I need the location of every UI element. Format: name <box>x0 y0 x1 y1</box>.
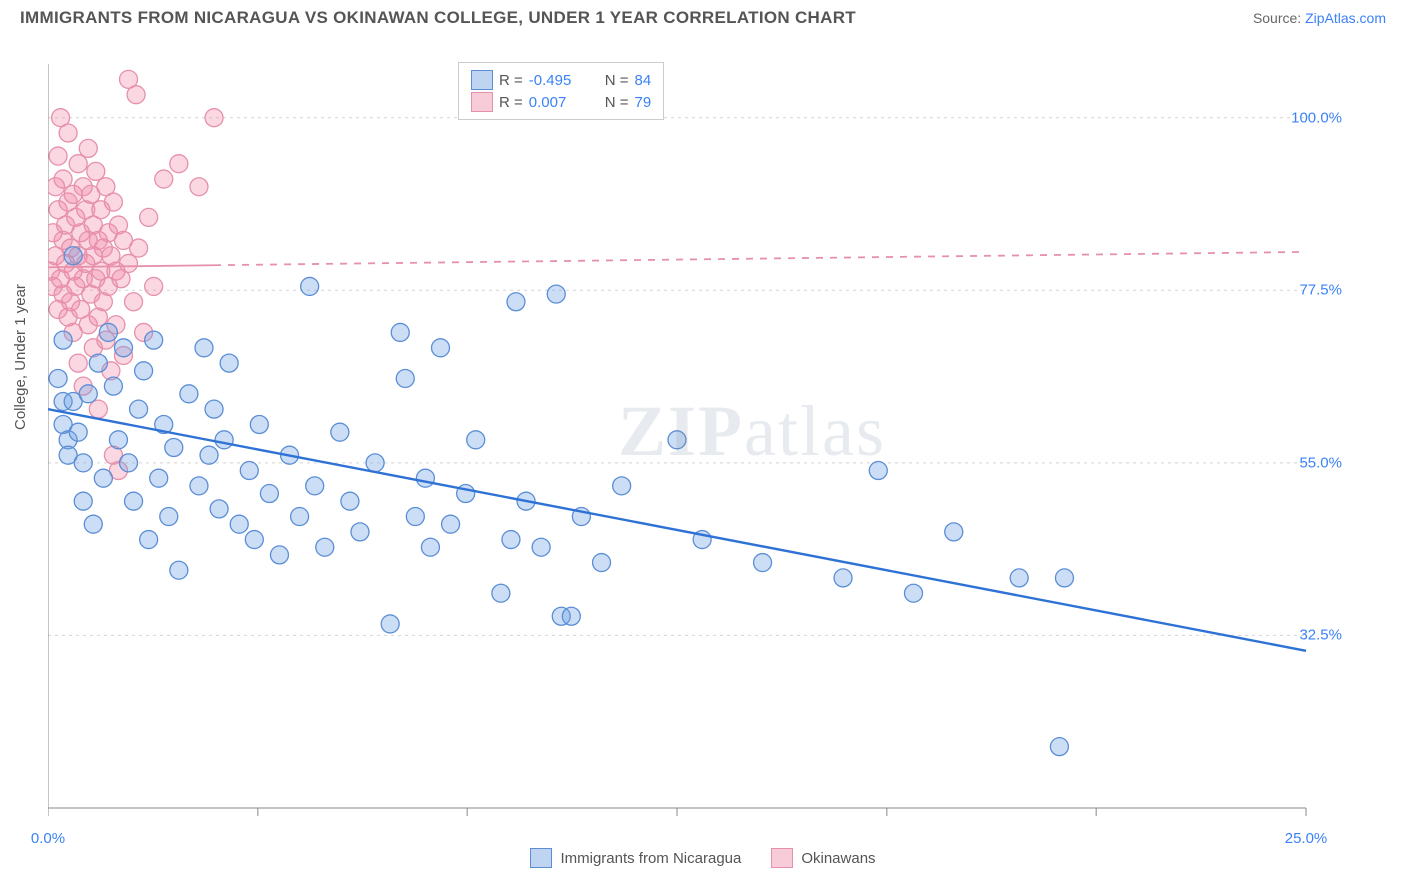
legend-bottom: Immigrants from Nicaragua Okinawans <box>0 848 1406 868</box>
legend-correlation-box: R = -0.495 N = 84 R = 0.007 N = 79 <box>458 62 664 120</box>
y-tick-label: 32.5% <box>1299 627 1342 644</box>
y-tick-label: 55.0% <box>1299 454 1342 471</box>
legend-row-okinawans: R = 0.007 N = 79 <box>471 91 651 113</box>
legend-swatch-nicaragua <box>471 70 493 90</box>
legend-swatch-okinawans <box>471 92 493 112</box>
chart-plot-area: ZIPatlas R = -0.495 N = 84 R = 0.007 N =… <box>48 50 1348 820</box>
x-tick-label: 25.0% <box>1285 830 1328 847</box>
legend-item-nicaragua: Immigrants from Nicaragua <box>530 848 741 868</box>
y-tick-label: 100.0% <box>1291 109 1342 126</box>
chart-svg <box>48 50 1348 860</box>
y-axis-label: College, Under 1 year <box>12 284 29 430</box>
source-attribution: Source: ZipAtlas.com <box>1253 10 1386 26</box>
legend-item-okinawans: Okinawans <box>771 848 875 868</box>
legend-row-nicaragua: R = -0.495 N = 84 <box>471 69 651 91</box>
source-link[interactable]: ZipAtlas.com <box>1305 10 1386 26</box>
x-tick-label: 0.0% <box>31 830 65 847</box>
legend-swatch-nicaragua-icon <box>530 848 552 868</box>
y-tick-label: 77.5% <box>1299 282 1342 299</box>
chart-title: IMMIGRANTS FROM NICARAGUA VS OKINAWAN CO… <box>20 8 856 28</box>
legend-swatch-okinawans-icon <box>771 848 793 868</box>
